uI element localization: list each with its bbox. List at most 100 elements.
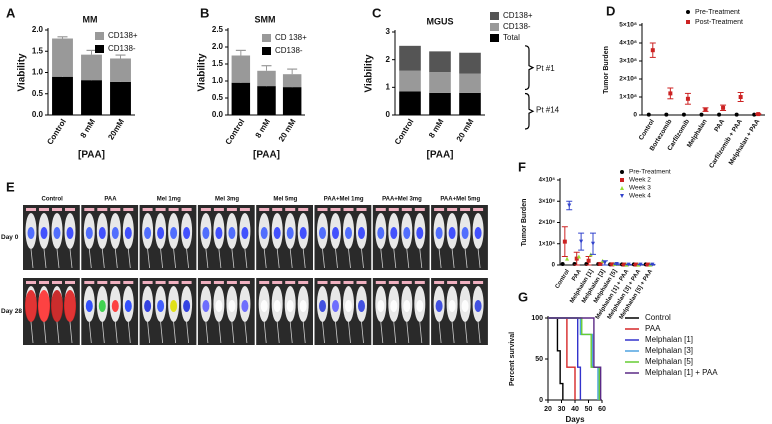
ear-tag [52,208,62,211]
mouse-tail [322,248,325,269]
signal [25,290,37,322]
signal [448,300,456,312]
annotation: Pt #14 [536,105,560,114]
signal [241,300,249,312]
y-axis-label: Percent survival [509,332,516,386]
ear-tag [447,281,458,284]
mouse-tail [406,248,410,269]
signal [85,227,93,239]
ear-tag [460,208,471,211]
column-label: Mel 5mg [273,197,297,203]
signal [448,227,456,239]
legend-label: Week 3 [629,185,651,192]
signal [377,300,385,312]
mouse-tail [205,248,209,269]
mouse-tail [464,321,468,344]
y-tick-label: 2×10⁸ [619,76,637,83]
legend-swatch [95,45,104,53]
column-label: PAA+Mel 5mg [440,197,480,203]
y-tick-label: 5×10⁸ [619,22,637,29]
mouse-tail [244,321,248,344]
point [598,261,603,266]
ear-tag [168,208,179,211]
column-label: PAA+Mel 3mg [382,197,422,203]
bar-segment [81,80,102,115]
mouse-tail [380,321,384,344]
signal [202,300,210,312]
x-tick-label: 60 [598,406,606,413]
mouse-tail [231,248,235,269]
signal [474,227,482,239]
ear-tag [142,208,153,211]
bar-segment [52,38,73,77]
ear-tag [343,281,354,284]
legend-label: Pre-Treatment [695,9,740,16]
ear-tag [213,281,224,284]
signal [183,227,191,239]
signal [124,300,132,312]
ear-tag [110,208,121,211]
y-tick-label: 4×10⁸ [539,178,556,184]
signal [332,300,339,312]
panel-letter: E [6,179,15,194]
mouse-tail [101,321,105,344]
mouse-tail [464,248,468,269]
ear-tag [272,208,283,211]
point [579,239,584,244]
signal [85,300,93,312]
chart-title: SMM [255,14,276,24]
ear-tag [434,281,445,284]
mouse-tail [218,321,222,344]
signal [53,227,61,239]
panel-letter: B [200,5,209,20]
mouse-tail [186,321,189,344]
signal [260,300,268,312]
legend-label: Melphalan [5] [645,357,693,366]
ear-tag [181,281,192,284]
ear-tag [65,208,75,211]
legend-label: Melphalan [1] [645,335,693,344]
x-tick-label: 20 [544,406,552,413]
y-tick-label: 3×10⁸ [539,199,556,205]
ear-tag [200,281,211,284]
panel-letter: C [372,5,382,20]
mouse-tail [380,248,384,269]
signal [299,227,307,239]
ear-tag [84,208,95,211]
mouse-tail [160,321,163,344]
y-axis-label: Tumor Burden [521,199,528,247]
y-tick-label: 50 [535,356,543,363]
mouse-tail [477,248,481,269]
legend-swatch [262,34,271,42]
mouse-tail [43,321,47,344]
legend-label: CD138+ [503,11,533,20]
signal [461,300,469,312]
point [614,261,619,266]
legend-label: CD 138+ [275,33,307,42]
signal [358,300,365,312]
mouse-tail [114,321,118,344]
point [699,112,704,117]
ear-tag [213,208,224,211]
point [634,262,639,267]
signal [202,227,210,239]
y-tick-label: 1.0 [32,68,44,77]
brace [524,45,535,91]
mouse-tail [451,248,455,269]
chart-title: MM [83,14,98,24]
ear-tag [123,281,134,284]
legend-swatch [262,47,271,55]
ear-tag [460,281,471,284]
mouse-tail [30,248,34,269]
mouse-tail [244,248,248,269]
y-tick-label: 0.0 [32,110,44,119]
signal [98,300,106,312]
mouse-tail [361,248,364,269]
y-tick-label: 1 [386,82,391,91]
signal [358,227,365,239]
point [646,112,651,117]
point [560,261,565,266]
row-label: Day 0 [1,234,19,241]
mouse-tail [393,321,397,344]
y-tick-label: 1.0 [212,76,224,85]
